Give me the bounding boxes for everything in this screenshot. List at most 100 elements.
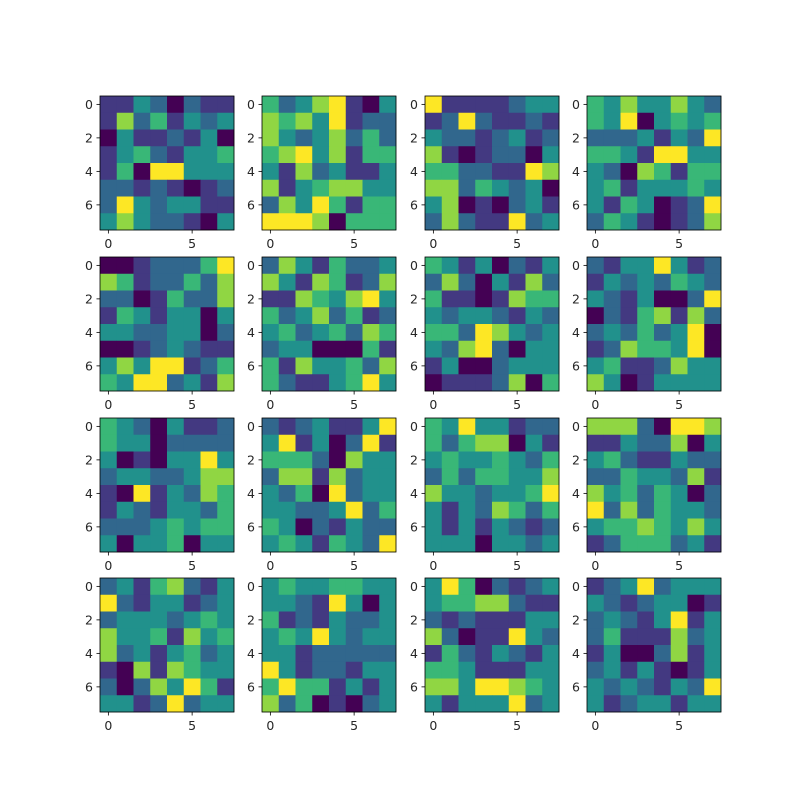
heatmap-cell — [312, 518, 330, 536]
heatmap-cell — [217, 273, 235, 291]
heatmap-cell — [587, 594, 605, 612]
heatmap-cell — [704, 273, 722, 291]
heatmap-cell — [295, 434, 313, 452]
heatmap-cell — [200, 611, 218, 629]
heatmap-cell — [441, 196, 459, 214]
heatmap-cell — [508, 324, 526, 342]
heatmap-cell — [525, 451, 543, 469]
heatmap-cell — [278, 213, 296, 231]
heatmap-cell — [262, 695, 280, 713]
heatmap-cell — [312, 611, 330, 629]
heatmap-cell — [704, 468, 722, 486]
heatmap-cell — [379, 273, 397, 291]
heatmap-cell — [525, 213, 543, 231]
heatmap-cell — [362, 374, 380, 392]
heatmap-cell — [262, 112, 280, 130]
heatmap-cell — [525, 485, 543, 503]
heatmap-cell — [508, 307, 526, 325]
heatmap-cell — [620, 468, 638, 486]
heatmap-cell — [200, 434, 218, 452]
heatmap-cell — [379, 129, 397, 147]
x-tick-label: 5 — [675, 236, 683, 251]
heatmap-cell — [508, 340, 526, 358]
heatmap-cell — [379, 307, 397, 325]
heatmap-cell — [492, 340, 510, 358]
heatmap-cell — [312, 661, 330, 679]
heatmap-cell — [295, 535, 313, 553]
heatmap-cell — [167, 661, 185, 679]
y-tick-label: 0 — [572, 258, 580, 273]
heatmap-cell — [492, 273, 510, 291]
heatmap-cell — [587, 307, 605, 325]
heatmap-cell — [133, 485, 151, 503]
heatmap-cell — [295, 418, 313, 436]
heatmap-cell — [654, 695, 672, 713]
heatmap-cell — [654, 273, 672, 291]
heatmap-cell — [329, 324, 347, 342]
heatmap-cell — [217, 96, 235, 114]
heatmap-cell — [100, 213, 118, 231]
heatmap-cell — [525, 129, 543, 147]
heatmap-cell — [542, 645, 560, 663]
heatmap-cell — [654, 485, 672, 503]
heatmap-cell — [133, 213, 151, 231]
x-tick-label: 0 — [591, 558, 599, 573]
y-tick-label: 0 — [410, 579, 418, 594]
heatmap-cell — [704, 163, 722, 181]
heatmap-cell — [620, 501, 638, 519]
heatmap-cell — [133, 179, 151, 197]
heatmap-cell — [167, 163, 185, 181]
heatmap-cell — [587, 374, 605, 392]
heatmap-cell — [441, 661, 459, 679]
heatmap-cell — [704, 96, 722, 114]
x-tick-label: 5 — [188, 718, 196, 733]
heatmap-cell — [133, 518, 151, 536]
heatmap-cell — [167, 628, 185, 646]
heatmap-cell — [542, 661, 560, 679]
heatmap-cell — [587, 451, 605, 469]
heatmap-cell — [345, 112, 363, 130]
heatmap-cell — [133, 611, 151, 629]
heatmap-panel-2: 0 2 4 6 0 5 — [247, 95, 397, 251]
panel-frame — [586, 95, 722, 231]
heatmap-cell — [603, 518, 621, 536]
heatmap-cell — [217, 324, 235, 342]
heatmap-cell — [278, 129, 296, 147]
heatmap-cell — [687, 695, 705, 713]
heatmap-cell — [167, 340, 185, 358]
heatmap-cell — [133, 434, 151, 452]
heatmap-cell — [345, 678, 363, 696]
heatmap-cell — [295, 213, 313, 231]
heatmap-cell — [379, 213, 397, 231]
heatmap-cell — [654, 213, 672, 231]
heatmap-cell — [458, 257, 476, 275]
y-tick-label: 0 — [85, 258, 93, 273]
heatmap-cell — [587, 434, 605, 452]
heatmap-cell — [295, 324, 313, 342]
heatmap-cell — [508, 112, 526, 130]
heatmap-cell — [217, 661, 235, 679]
heatmap-cell — [183, 501, 201, 519]
heatmap-cell — [312, 163, 330, 181]
heatmap-cell — [345, 96, 363, 114]
heatmap-cell — [654, 535, 672, 553]
heatmap-cell — [458, 611, 476, 629]
heatmap-cell — [620, 434, 638, 452]
heatmap-cell — [312, 146, 330, 164]
heatmap-cell — [150, 661, 168, 679]
y-tick-label: 4 — [85, 325, 93, 340]
heatmap-cell — [475, 535, 493, 553]
x-tick-label: 0 — [429, 718, 437, 733]
heatmap-cell — [167, 611, 185, 629]
heatmap-cell — [687, 179, 705, 197]
x-tick-label: 5 — [513, 558, 521, 573]
y-tick-label: 2 — [410, 291, 418, 306]
heatmap-cell — [100, 645, 118, 663]
x-tick-label: 0 — [266, 236, 274, 251]
heatmap-cell — [654, 434, 672, 452]
x-tick-label: 0 — [591, 236, 599, 251]
heatmap-cell — [475, 96, 493, 114]
heatmap-cell — [425, 374, 443, 392]
y-tick-label: 2 — [247, 291, 255, 306]
heatmap-cell — [425, 501, 443, 519]
